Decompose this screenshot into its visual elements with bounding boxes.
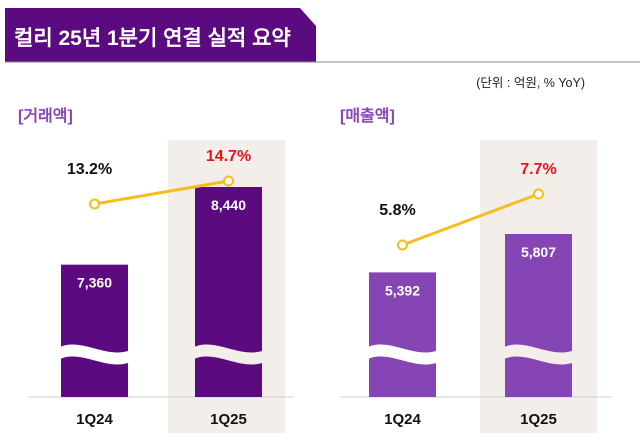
panel-1Q24-1Q25-0: [거래액] 7,360 1Q24 8,440 1Q25 13.2% 14.7% <box>18 106 293 433</box>
axis-break-wave <box>58 344 131 365</box>
yoy-line <box>401 192 540 247</box>
yoy-point <box>397 239 408 251</box>
x-tick-label: 1Q25 <box>210 411 247 428</box>
yoy-label: 7.7% <box>520 161 556 178</box>
bar-value-label: 5,807 <box>521 244 556 260</box>
page-title: 컬리 25년 1분기 연결 실적 요약 <box>14 27 291 50</box>
bar-1Q25 <box>505 234 572 397</box>
x-tick-label: 1Q24 <box>384 411 421 428</box>
bar-value-label: 7,360 <box>77 275 112 291</box>
panel-title: [거래액] <box>18 106 73 125</box>
bar-value-label: 5,392 <box>385 282 420 298</box>
bar-1Q24 <box>61 264 128 397</box>
axis-break-wave <box>366 344 439 365</box>
bar-value-label: 8,440 <box>211 197 246 213</box>
yoy-point <box>89 198 100 210</box>
yoy-label: 14.7% <box>206 148 251 165</box>
x-tick-label: 1Q24 <box>76 411 113 428</box>
yoy-label: 13.2% <box>67 161 112 178</box>
bar-1Q25 <box>195 187 262 397</box>
yoy-label: 5.8% <box>379 202 415 219</box>
bar-1Q24 <box>369 272 436 397</box>
yoy-line <box>94 179 229 206</box>
title-banner <box>5 8 316 62</box>
x-tick-label: 1Q25 <box>520 411 557 428</box>
panel-1Q24-1Q25-1: [매출액] 5,392 1Q24 5,807 1Q25 5.8% 7.7% <box>340 106 612 433</box>
unit-note: (단위 : 억원, % YoY) <box>476 76 585 90</box>
axis-break-wave <box>502 344 575 365</box>
yoy-point <box>223 175 234 187</box>
yoy-point <box>533 188 544 200</box>
axis-break-wave <box>192 344 265 365</box>
panel-title: [매출액] <box>340 106 395 125</box>
